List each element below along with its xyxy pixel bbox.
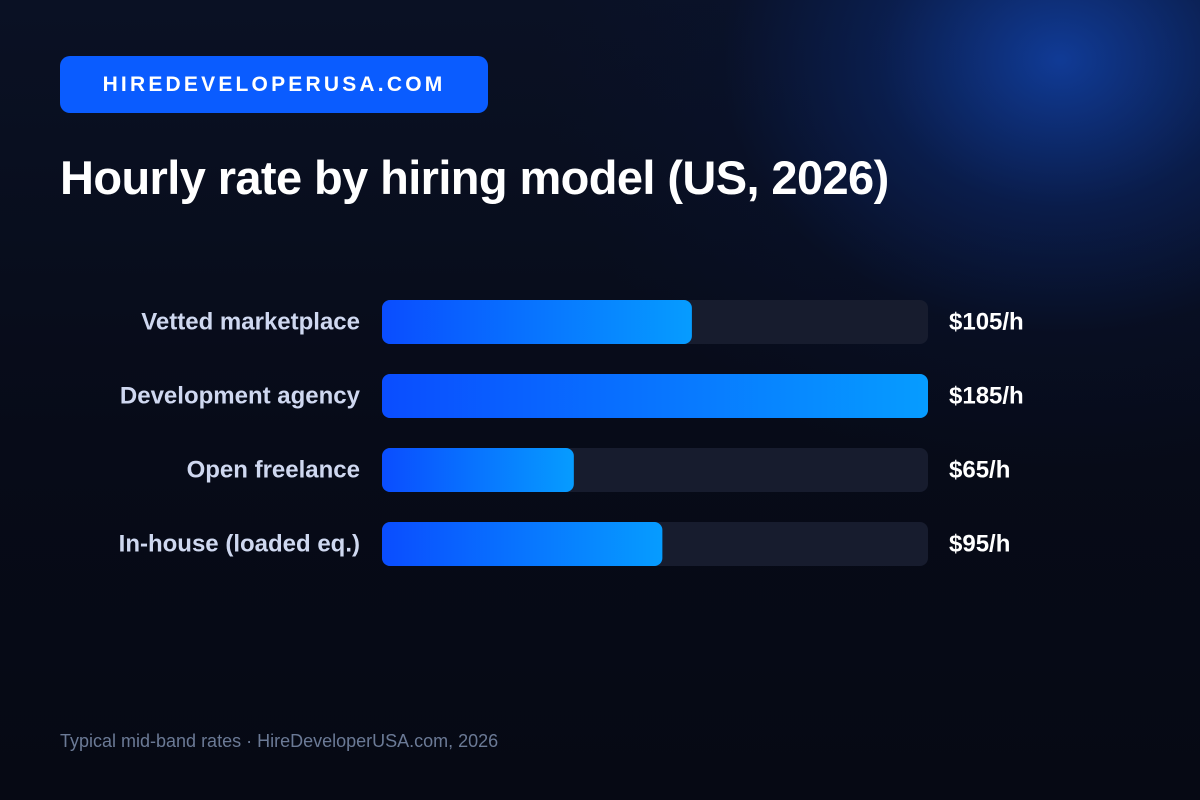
bar-row: Open freelance $65/h bbox=[187, 448, 1010, 492]
bar-row: Development agency $185/h bbox=[120, 374, 1024, 418]
category-label: Open freelance bbox=[187, 457, 360, 484]
bar-row: Vetted marketplace $105/h bbox=[141, 300, 1024, 344]
category-label: In-house (loaded eq.) bbox=[119, 531, 360, 558]
chart-title: Hourly rate by hiring model (US, 2026) bbox=[60, 151, 889, 204]
value-label: $105/h bbox=[949, 309, 1024, 336]
value-label: $65/h bbox=[949, 457, 1010, 484]
bar bbox=[382, 300, 692, 344]
category-label: Development agency bbox=[120, 383, 361, 410]
source-note: Typical mid-band rates · HireDeveloperUS… bbox=[60, 731, 499, 751]
bar bbox=[382, 448, 574, 492]
bar bbox=[382, 374, 928, 418]
category-label: Vetted marketplace bbox=[141, 309, 360, 336]
bar bbox=[382, 522, 663, 566]
value-label: $95/h bbox=[949, 531, 1010, 558]
value-label: $185/h bbox=[949, 383, 1024, 410]
brand-badge[interactable]: HIREDEVELOPERUSA.COM bbox=[60, 56, 488, 113]
bar-row: In-house (loaded eq.) $95/h bbox=[119, 522, 1010, 566]
